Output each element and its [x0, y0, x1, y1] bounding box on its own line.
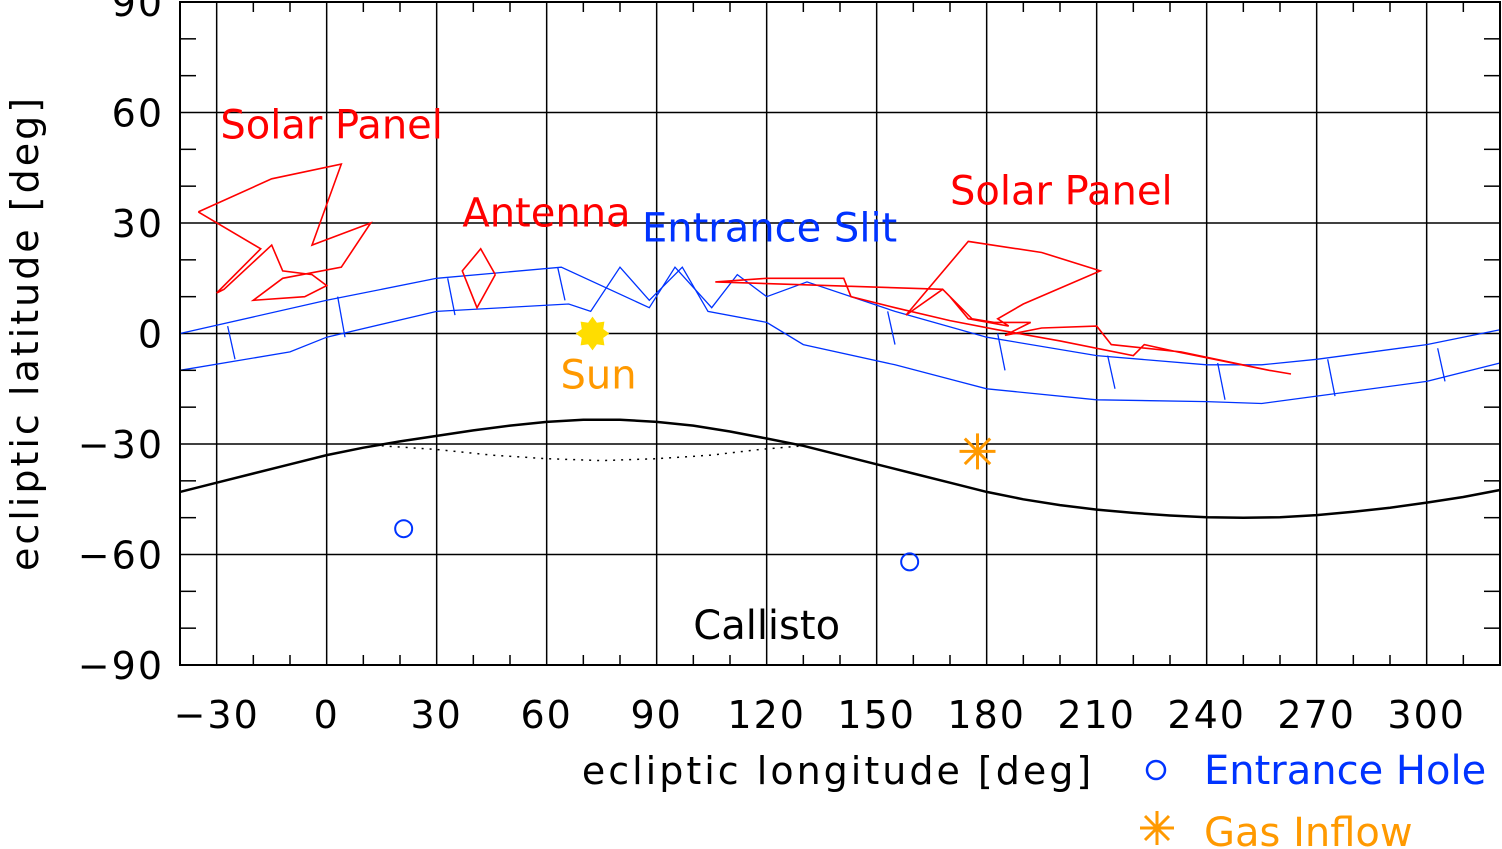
x-tick-label: −30 [174, 693, 260, 737]
y-axis-label: ecliptic latitude [deg] [3, 95, 47, 571]
entrance-slit-segment-tick [228, 326, 235, 359]
solar-panel-left-outline [198, 164, 370, 300]
sun-label: Sun [560, 353, 636, 399]
entrance-slit-upper-edge [180, 267, 1500, 365]
data-layer: Sun Solar Panel Antenna Entrance Slit Solar … [180, 102, 1500, 649]
x-tick-label: 30 [410, 693, 462, 737]
x-tick-label: 60 [520, 693, 572, 737]
annotation-label: Solar Panel [220, 102, 443, 148]
x-tick-label: 210 [1057, 693, 1136, 737]
entrance-slit-segment-tick [1328, 359, 1335, 396]
x-axis-label: ecliptic longitude [deg] [582, 749, 1094, 793]
x-tick-label: 0 [314, 693, 340, 737]
callisto-label: Callisto [693, 603, 840, 649]
entrance-slit-lower-edge [180, 267, 1500, 403]
y-tick-label: 30 [112, 202, 164, 246]
solar-panel-right-outline [715, 241, 1291, 374]
x-tick-label: 240 [1167, 693, 1246, 737]
entrance-slit-segment-tick [558, 267, 565, 300]
x-tick-label: 270 [1277, 693, 1356, 737]
y-tick-label: 90 [112, 0, 164, 25]
legend-label-gas-inflow: Gas Inflow [1204, 810, 1413, 849]
entrance-slit-segment-tick [338, 297, 345, 338]
y-tick-label: −90 [78, 644, 164, 688]
x-tick-label: 300 [1387, 693, 1466, 737]
legend-marker-gas-inflow [1140, 811, 1174, 845]
legend-label-entrance-hole: Entrance Hole [1204, 748, 1486, 794]
entrance-slit-segment-tick [1108, 356, 1115, 389]
legend-marker-entrance-hole [1147, 761, 1165, 779]
legend: Entrance Hole Gas Inflow [1140, 748, 1486, 849]
entrance-hole-marker [395, 520, 412, 537]
sun-marker [577, 318, 609, 350]
annotation-label: Antenna [462, 191, 630, 237]
antenna-outline [462, 249, 495, 308]
entrance-slit-segment-tick [1438, 348, 1445, 381]
entrance-slit-segment-tick [888, 311, 895, 344]
callisto-dotted-curve [382, 446, 804, 461]
gas-inflow-marker [960, 433, 996, 469]
x-tick-label: 120 [727, 693, 806, 737]
x-tick-label: 180 [947, 693, 1026, 737]
callisto-solid-curve [180, 420, 1500, 518]
entrance-slit-segment-tick [448, 278, 455, 315]
y-tick-label: −60 [78, 534, 164, 578]
y-tick-label: 0 [138, 313, 164, 357]
annotation-label: Entrance Slit [642, 205, 897, 251]
entrance-hole-marker [901, 553, 918, 570]
entrance-slit-segment-tick [1218, 363, 1225, 400]
y-tick-label: 60 [112, 92, 164, 136]
y-tick-label: −30 [78, 423, 164, 467]
annotation-label: Solar Panel [950, 169, 1173, 215]
x-tick-label: 150 [837, 693, 916, 737]
x-tick-label: 90 [630, 693, 682, 737]
